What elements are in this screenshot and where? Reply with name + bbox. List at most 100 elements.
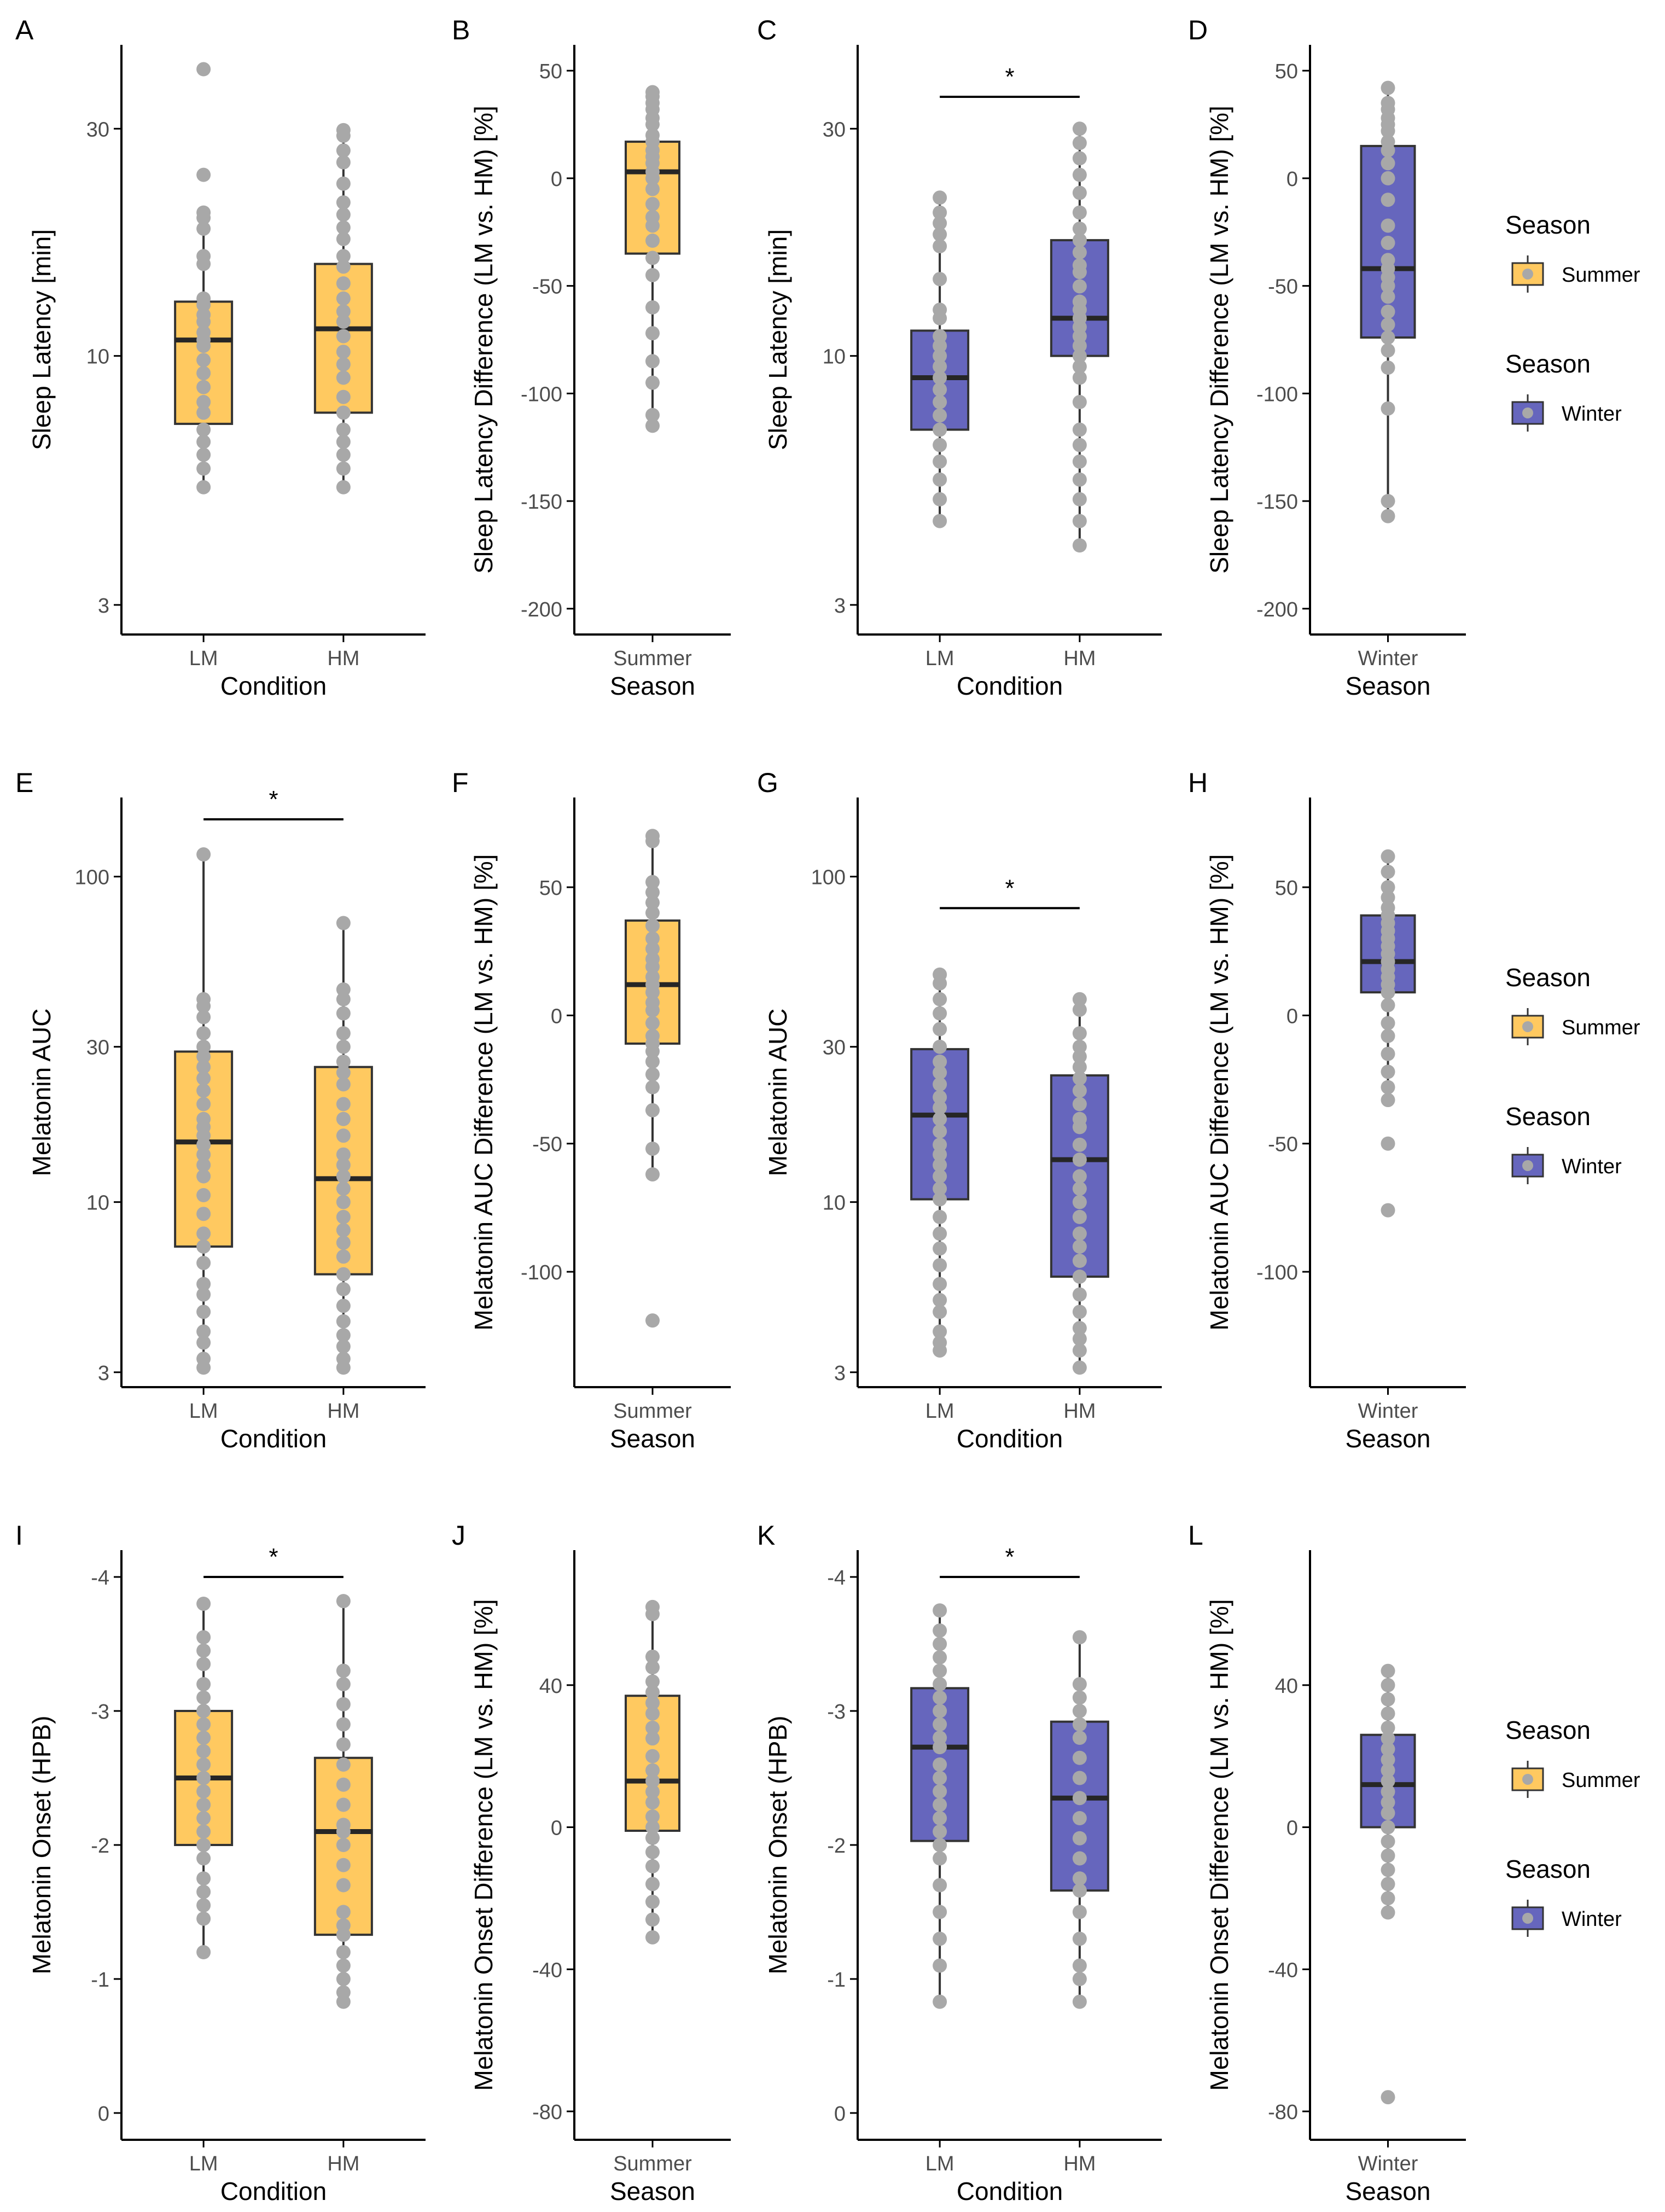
data-point — [1381, 1046, 1395, 1061]
legend-label: Summer — [1562, 264, 1640, 287]
data-point — [196, 1071, 211, 1086]
y-tick-label: 30 — [823, 118, 846, 141]
x-axis-title: Season — [1345, 672, 1430, 700]
y-axis-title: Melatonin Onset (HPB) — [27, 1716, 56, 1975]
data-point — [933, 1677, 947, 1691]
data-point — [645, 1685, 660, 1699]
y-axis-title: Melatonin Onset (HPB) — [764, 1716, 792, 1975]
data-point — [933, 359, 947, 374]
data-point — [1381, 1016, 1395, 1031]
data-point — [196, 1898, 211, 1913]
data-point — [1072, 245, 1087, 260]
data-point — [196, 1305, 211, 1319]
data-point — [645, 234, 660, 248]
data-point — [933, 1226, 947, 1241]
data-point — [1072, 1331, 1087, 1346]
data-point — [1381, 1093, 1395, 1108]
data-point — [1381, 880, 1395, 895]
data-point — [1072, 1958, 1087, 1973]
data-point — [336, 1249, 351, 1264]
x-tick-label: LM — [925, 647, 954, 670]
data-point — [645, 918, 660, 933]
x-tick-label: HM — [327, 1400, 359, 1423]
data-point — [1072, 1321, 1087, 1336]
data-point — [1072, 1049, 1087, 1064]
data-point — [933, 1181, 947, 1196]
data-point — [196, 1026, 211, 1041]
data-point — [1381, 278, 1395, 293]
data-point — [336, 1328, 351, 1342]
data-point — [196, 1060, 211, 1074]
data-point — [645, 1167, 660, 1181]
x-tick-label: Summer — [613, 1400, 692, 1423]
y-axis-title: Melatonin Onset Difference (LM vs. HM) [… — [469, 1599, 498, 2091]
data-point — [336, 1157, 351, 1172]
x-axis-title: Season — [1345, 1424, 1430, 1453]
data-point — [336, 405, 351, 420]
data-point — [645, 905, 660, 920]
data-point — [1381, 143, 1395, 158]
panel-letter: J — [452, 1520, 465, 1551]
data-point — [336, 480, 351, 494]
data-point — [1381, 1891, 1395, 1906]
data-point — [196, 167, 211, 182]
legend-title: Season — [1505, 211, 1591, 239]
data-point — [645, 117, 660, 132]
data-point — [1381, 2090, 1395, 2105]
data-point — [1381, 1806, 1395, 1820]
data-point — [336, 195, 351, 210]
data-point — [336, 249, 351, 264]
data-point — [645, 1067, 660, 1082]
data-point — [336, 1097, 351, 1111]
data-point — [196, 1255, 211, 1270]
data-point — [1072, 438, 1087, 452]
data-point — [196, 422, 211, 437]
data-point — [645, 1003, 660, 1018]
y-tick-label: 3 — [834, 1362, 846, 1385]
y-tick-label: 50 — [1275, 60, 1298, 83]
y-tick-label: -1 — [827, 1969, 846, 1992]
data-point — [336, 1006, 351, 1021]
data-point — [336, 143, 351, 158]
data-point — [933, 1101, 947, 1115]
data-point — [933, 1124, 947, 1139]
data-point — [1072, 136, 1087, 150]
data-point — [196, 1239, 211, 1254]
data-point — [645, 1763, 660, 1778]
data-point — [933, 1006, 947, 1021]
data-point — [196, 1157, 211, 1172]
data-point — [933, 1147, 947, 1162]
data-point — [933, 1905, 947, 1919]
data-point — [196, 1771, 211, 1785]
data-point — [336, 1958, 351, 1973]
data-point — [196, 461, 211, 476]
data-point — [645, 1877, 660, 1891]
data-point — [933, 1065, 947, 1080]
data-point — [933, 370, 947, 385]
data-point — [645, 182, 660, 196]
y-tick-label: 50 — [1275, 877, 1298, 900]
y-tick-label: 30 — [823, 1037, 846, 1060]
y-tick-label: -80 — [532, 2101, 562, 2124]
panel-J: J 40 0 -40 -80 Melatonin Onset Difference (LM… — [452, 1520, 731, 2205]
data-point — [933, 1931, 947, 1946]
x-tick-label: LM — [189, 1400, 218, 1423]
y-tick-label: 10 — [86, 1192, 109, 1215]
y-axis-title: Melatonin AUC — [764, 1009, 792, 1177]
data-point — [336, 259, 351, 274]
y-tick-label: -50 — [532, 276, 562, 299]
data-point — [1072, 1287, 1087, 1302]
data-point — [336, 1717, 351, 1732]
data-point — [933, 1343, 947, 1358]
data-point — [933, 408, 947, 423]
data-point — [933, 1650, 947, 1664]
data-point — [1381, 401, 1395, 416]
panel-letter: L — [1188, 1520, 1203, 1551]
data-point — [645, 418, 660, 433]
legend-label: Winter — [1562, 1155, 1622, 1178]
data-point — [645, 895, 660, 910]
data-point — [336, 1282, 351, 1296]
data-point — [336, 1945, 351, 1959]
